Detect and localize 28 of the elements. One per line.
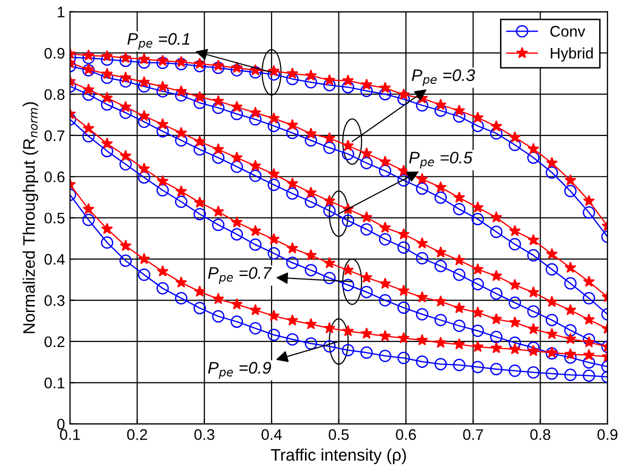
x-tick-label: 0.7 xyxy=(463,429,483,440)
x-tick-label: 0.8 xyxy=(530,429,550,440)
annotation: P$_{pe}$ =0.7 xyxy=(208,267,272,284)
legend-label: Hybrid xyxy=(550,47,593,62)
x-tick-label: 0.6 xyxy=(396,429,416,440)
x-tick-label: 0.3 xyxy=(194,429,214,440)
y-tick-label: 0.9 xyxy=(44,48,64,59)
y-tick-label: 0 xyxy=(57,418,65,430)
annotation: P$_{pe}$ =0.3 xyxy=(412,69,476,86)
y-tick-label: 0.4 xyxy=(44,254,65,265)
x-tick-label: 0.5 xyxy=(328,429,349,440)
x-tick-label: 0.9 xyxy=(597,429,618,440)
y-tick-label: 0.1 xyxy=(44,378,64,388)
annotation: P$_{pe}$ =0.5 xyxy=(409,152,473,169)
y-axis-title: Normalized Throughput (R$_{norm}$) xyxy=(22,102,38,334)
y-tick-label: 0.8 xyxy=(44,89,64,100)
annotation: P$_{pe}$ =0.1 xyxy=(127,33,190,50)
y-tick-label: 1 xyxy=(58,6,64,18)
x-tick-label: 0.4 xyxy=(262,429,282,440)
y-tick-label: 0.5 xyxy=(44,212,64,224)
annotation: P$_{pe}$ =0.9 xyxy=(208,362,272,379)
x-tick-label: 0.2 xyxy=(127,429,148,440)
legend-label: Conv xyxy=(550,26,586,37)
y-tick-label: 0.7 xyxy=(44,130,64,142)
y-tick-label: 0.2 xyxy=(44,336,64,348)
y-tick-label: 0.3 xyxy=(44,295,64,306)
y-tick-label: 0.6 xyxy=(44,171,64,182)
x-axis-title: Traffic intensity (ρ) xyxy=(270,448,406,464)
